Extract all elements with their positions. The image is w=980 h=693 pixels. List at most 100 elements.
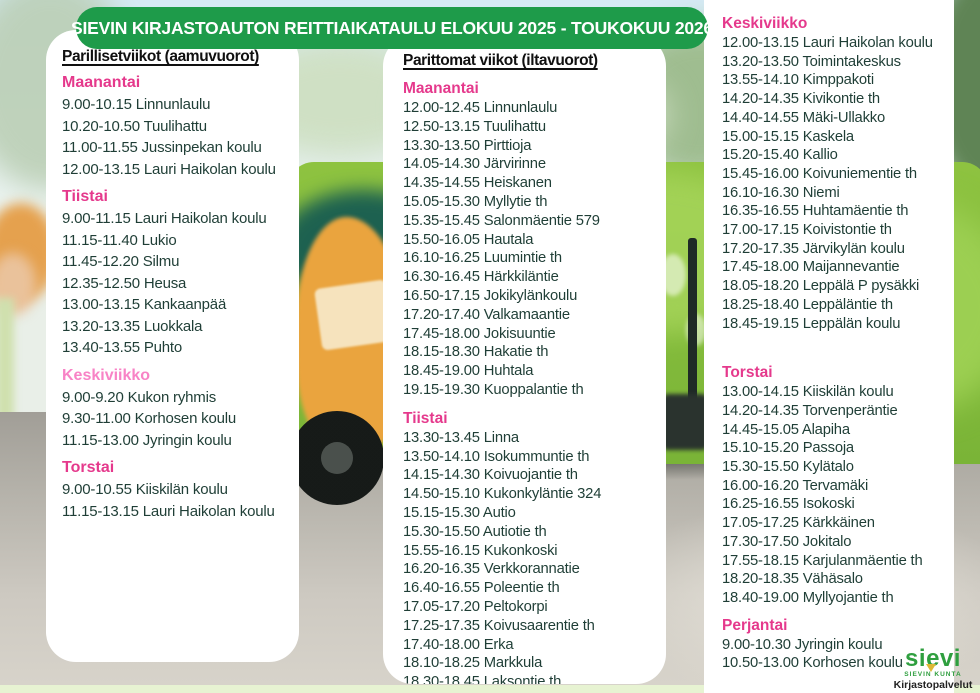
schedule-row: 18.45-19.15 Leppälän koulu — [722, 315, 944, 334]
stop-time: 10.20-10.50 — [62, 117, 140, 135]
day-header: Tiistai — [403, 409, 448, 427]
stop-time: 17.00-17.15 — [722, 222, 799, 239]
schedule-row: 13.00-14.15 Kiiskilän koulu — [722, 383, 944, 402]
stop-time: 15.15-15.30 — [403, 504, 480, 521]
stop-time: 17.30-17.50 — [722, 533, 799, 550]
stop-time: 18.30-18.45 — [403, 674, 480, 684]
stop-place: Silmu — [142, 253, 180, 270]
stop-place: Koivuojantie th — [483, 467, 578, 484]
day-header: Maanantai — [403, 80, 479, 97]
stop-place: Kukonkyläntie 324 — [483, 486, 602, 503]
schedule-row: 12.50-13.15 Tuulihattu — [403, 118, 650, 137]
stop-place: Kuoppalantie th — [483, 381, 584, 398]
schedule-row: 16.35-16.55 Huhtamäentie th — [722, 202, 944, 221]
stop-place: Pirttioja — [483, 137, 532, 154]
schedule-row: 17.30-17.50 Jokitalo — [722, 533, 944, 552]
stop-place: Maijannevantie — [802, 259, 900, 276]
sievi-logo: sievi SIEVIN KUNTA Kirjastopalvelut — [890, 647, 976, 692]
schedule-row: 16.20-16.35 Verkkorannatie — [403, 560, 650, 579]
odd-weeks-panel: Parittomat viikot (iltavuorot) Maanantai… — [383, 36, 666, 684]
stop-place: Hautala — [483, 231, 534, 248]
stop-time: 18.15-18.30 — [403, 344, 480, 361]
stop-time: 15.50-16.05 — [403, 231, 480, 248]
stop-time: 9.00-10.55 — [62, 481, 132, 498]
stop-time: 9.00-10.15 — [62, 96, 132, 113]
schedule-row: 12.00-13.15 Lauri Haikolan koulu — [722, 34, 944, 53]
stop-time: 17.55-18.15 — [722, 552, 799, 569]
stop-time: 13.00-14.15 — [722, 384, 799, 401]
schedule-row: 15.30-15.50 Kylätalo — [722, 458, 944, 477]
schedule-row: 15.35-15.45 Salonmäentie 579 — [403, 212, 650, 231]
bus-door-pole — [688, 238, 697, 436]
bus-wheel — [290, 411, 384, 505]
stop-place: Järvirinne — [483, 156, 546, 173]
stop-place: Lauri Haikolan koulu — [134, 210, 267, 227]
stop-place: Luokkala — [143, 317, 203, 335]
stop-time: 15.30-15.50 — [403, 523, 480, 540]
schedule-row: 17.40-18.00 Erka — [403, 636, 650, 655]
schedule-row: 13.30-13.45 Linna — [403, 429, 650, 448]
day-header: Keskiviikko — [722, 15, 808, 32]
stop-time: 17.25-17.35 — [403, 617, 480, 634]
stop-place: Lauri Haikolan koulu — [802, 35, 933, 51]
stop-time: 14.35-14.55 — [403, 175, 480, 192]
schedule-row: 18.05-18.20 Leppälä P pysäkki — [722, 277, 944, 296]
schedule-row: 14.35-14.55 Heiskanen — [403, 174, 650, 193]
stop-place: Jyringin koulu — [794, 636, 883, 653]
stop-time: 14.20-14.35 — [722, 91, 799, 108]
schedule-row: 13.55-14.10 Kimppakoti — [722, 71, 944, 90]
stop-time: 17.45-18.00 — [403, 325, 480, 342]
schedule-row: 16.40-16.55 Poleentie th — [403, 579, 650, 598]
schedule-row: 17.45-18.00 Maijannevantie — [722, 258, 944, 277]
schedule-row: 17.20-17.40 Valkamaantie — [403, 306, 650, 325]
schedule-row: 15.10-15.20 Passoja — [722, 439, 944, 458]
schedule-row: 14.45-15.05 Alapiha — [722, 421, 944, 440]
stop-place: Huhtala — [483, 363, 534, 380]
schedule-row: 18.15-18.30 Hakatie th — [403, 343, 650, 362]
stop-time: 15.35-15.45 — [403, 212, 480, 229]
schedule-row: 15.20-15.40 Kallio — [722, 146, 944, 165]
schedule-row: 15.55-16.15 Kukonkoski — [403, 542, 650, 561]
stop-time: 9.00-9.20 — [62, 388, 124, 406]
stop-time: 16.50-17.15 — [403, 287, 480, 304]
stop-place: Hakatie th — [483, 344, 549, 361]
stop-place: Karjulanmäentie th — [802, 552, 923, 569]
stop-place: Valkamaantie — [483, 306, 570, 323]
stop-time: 18.40-19.00 — [722, 589, 799, 606]
stop-place: Autio — [482, 504, 516, 521]
stop-place: Erka — [483, 636, 514, 653]
stop-place: Markkula — [483, 655, 543, 672]
schedule-row: 15.30-15.50 Autiotie th — [403, 523, 650, 542]
day-header: Tiistai — [62, 188, 108, 205]
stop-time: 14.40-14.55 — [722, 109, 799, 126]
stop-place: Kylätalo — [802, 459, 854, 476]
stop-place: Leppälän koulu — [802, 315, 901, 332]
schedule-row: 18.25-18.40 Leppäläntie th — [722, 296, 944, 315]
stop-time: 18.20-18.35 — [722, 571, 799, 588]
stop-place: Linna — [483, 429, 519, 446]
schedule-row: 11.15-13.15 Lauri Haikolan koulu — [62, 501, 285, 523]
schedule-row: 15.15-15.30 Autio — [403, 504, 650, 523]
stop-time: 15.45-16.00 — [722, 165, 799, 182]
stop-place: Heusa — [143, 274, 187, 292]
stop-place: Järvikylän koulu — [802, 240, 905, 257]
stop-place: Jokikylänkoulu — [483, 287, 578, 304]
stop-time: 16.20-16.35 — [403, 561, 480, 578]
stop-place: Kiiskilän koulu — [802, 384, 894, 401]
stop-place: Jyringin koulu — [142, 431, 232, 449]
schedule-row: 16.10-16.25 Luumintie th — [403, 249, 650, 268]
stop-time: 16.40-16.55 — [403, 580, 480, 597]
stop-time: 18.45-19.15 — [722, 315, 799, 332]
schedule-row: 15.50-16.05 Hautala — [403, 231, 650, 250]
sievi-logo-leaf-icon — [926, 664, 936, 672]
stop-time: 11.15-13.00 — [62, 431, 139, 449]
stop-time: 16.00-16.20 — [722, 477, 799, 494]
schedule-row: 17.20-17.35 Järvikylän koulu — [722, 240, 944, 259]
stop-place: Heiskanen — [483, 175, 552, 192]
stop-place: Alapiha — [801, 421, 850, 438]
day-header: Keskiviikko — [62, 366, 151, 384]
stop-place: Passoja — [802, 440, 854, 457]
stop-time: 11.45-12.20 — [62, 253, 139, 270]
schedule-row: 19.15-19.30 Kuoppalantie th — [403, 381, 650, 400]
stop-time: 17.20-17.40 — [403, 306, 480, 323]
